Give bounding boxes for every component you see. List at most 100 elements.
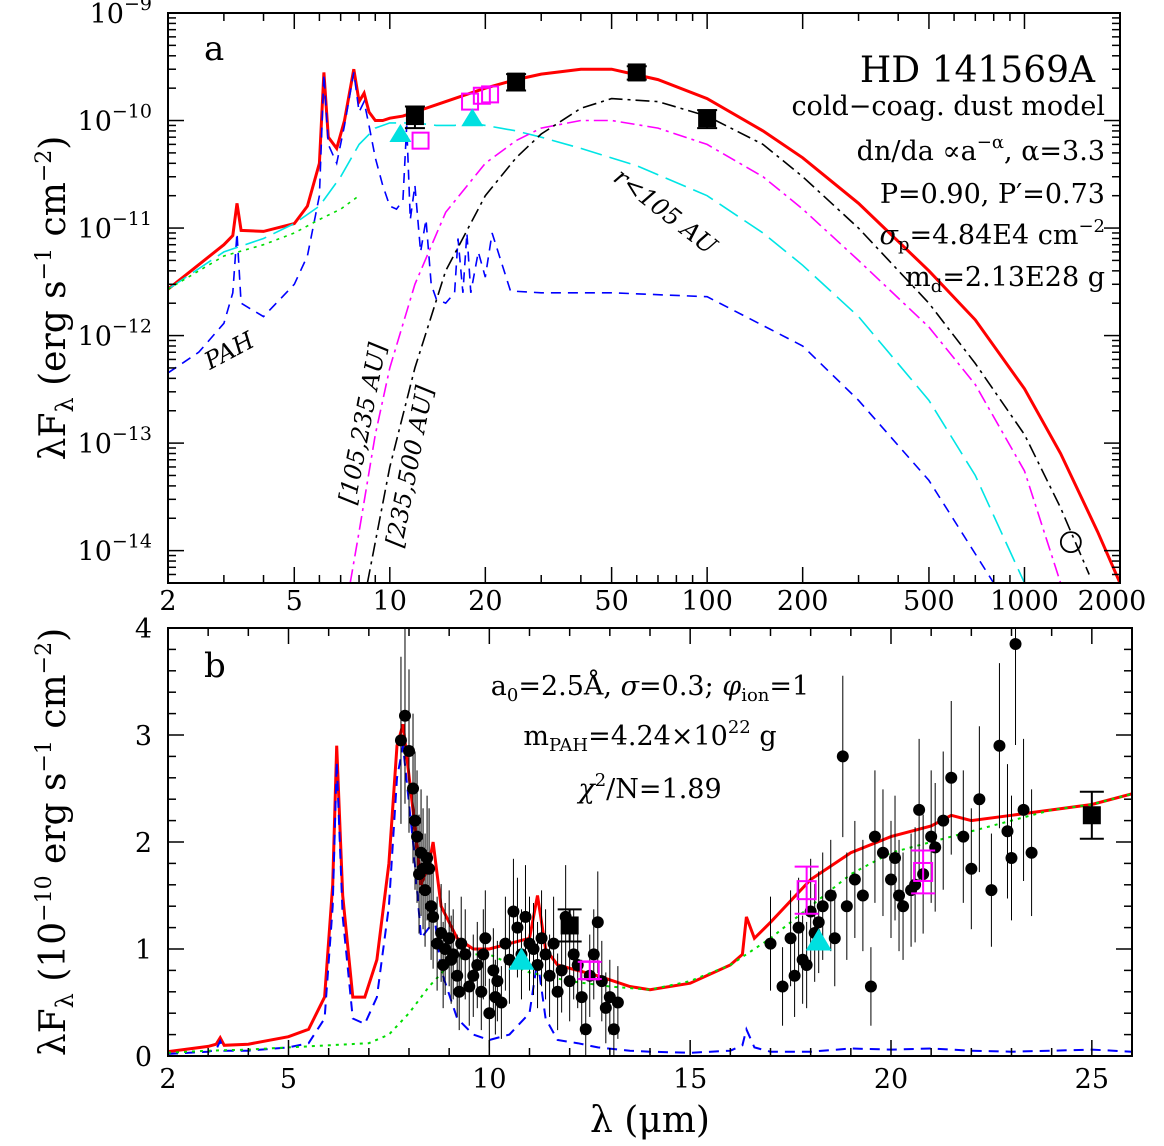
panel-b-black-circle: [475, 985, 488, 998]
panel-b-black-circle: [519, 910, 532, 923]
panel-b-black-circle: [925, 830, 938, 843]
panel-a-annotation: P=0.90, P′=0.73: [880, 179, 1105, 210]
panel-b-magenta-square: [796, 880, 817, 901]
panel-a-points: [389, 63, 1082, 554]
panel-b-series-2: [168, 792, 1132, 1054]
panel-b-black-circle: [599, 1001, 612, 1014]
panel-a-black-square: [698, 109, 717, 128]
panel-b-ytick-label: 1: [135, 935, 152, 966]
panel-b-black-circle: [447, 948, 460, 961]
panel-b-black-circle: [945, 771, 958, 784]
panel-a-black-square: [405, 107, 424, 126]
panel-a-magenta-square: [481, 85, 500, 104]
panel-b-black-circle: [1001, 825, 1014, 838]
panel-b-black-circle: [563, 975, 576, 988]
panel-b-annotation: a0=2.5Å, σ=0.3; φion=1: [491, 669, 809, 706]
panel-b-xtick-label: 2: [159, 1064, 176, 1095]
panel-b-black-circle: [411, 830, 424, 843]
panel-b-black-circle: [579, 1023, 592, 1036]
panel-b-black-circle: [824, 889, 837, 902]
panel-b-black-circle: [491, 975, 504, 988]
panel-b-magenta-square: [579, 960, 600, 981]
panel-a-black-square: [627, 63, 646, 82]
panel-a-xtick-label: 1000: [990, 586, 1059, 617]
panel-b-annotation: mPAH=4.24×1022 g: [523, 717, 776, 756]
panel-b-black-circle: [471, 959, 484, 972]
panel-b-black-circle: [973, 793, 986, 806]
panel-a-xtick-label: 50: [594, 586, 628, 617]
panel-b-points: [394, 628, 1104, 1056]
svg-text:λFλ (erg s−1 cm−2): λFλ (erg s−1 cm−2): [32, 136, 79, 461]
panel-a-curves: [168, 67, 1120, 583]
panel-b-black-circle: [800, 959, 813, 972]
panel-b-black-circle: [993, 739, 1006, 752]
panel-b-annotations: a0=2.5Å, σ=0.3; φion=1 mPAH=4.24×1022 g χ2…: [491, 669, 809, 805]
panel-b-black-circle: [531, 959, 544, 972]
panel-b-xtick-label: 10: [472, 1064, 506, 1095]
panel-b-black-circle: [459, 948, 472, 961]
panel-b-black-circle: [543, 969, 556, 982]
panel-a-series-4: [366, 97, 1090, 583]
panel-b-black-circle: [591, 916, 604, 929]
panel-b-black-circle: [507, 905, 520, 918]
panel-b-black-circle: [421, 852, 434, 865]
panel-b-black-circle: [828, 932, 841, 945]
panel-b-curves: [168, 723, 1132, 1055]
panel-b-black-circle: [551, 985, 564, 998]
panel-b-ylabel: λFλ (10−10 erg s−1 cm−2): [32, 628, 79, 1056]
panel-a-black-square: [507, 72, 526, 91]
panel-b-black-circle: [535, 932, 548, 945]
panel-b-black-circle: [776, 980, 789, 993]
panel-b-black-circle: [419, 884, 432, 897]
panel-b-black-circle: [567, 948, 580, 961]
panel-a-axes: 2 5 10 20 50 100 200 500 1000 2000 10−9 10−10 10−11 1…: [78, 0, 1147, 617]
panel-b-black-circle: [1009, 638, 1022, 651]
panel-b-black-circle: [1017, 803, 1030, 816]
panel-b-xlabel: λ (μm): [590, 1100, 710, 1141]
panel-b-black-circle: [840, 900, 853, 913]
panel-a-annotation: σp=4.84E4 cm−2: [880, 216, 1105, 255]
panel-a-xtick-label: 10: [373, 586, 407, 617]
panel-b-black-circle: [403, 745, 415, 758]
panel-b-black-circle: [784, 932, 797, 945]
panel-b-black-circle: [547, 937, 560, 950]
panel-b-black-square: [1082, 806, 1101, 825]
panel-b-black-circle: [913, 803, 926, 816]
panel-b-black-circle: [885, 873, 897, 886]
panel-b-black-circle: [876, 846, 889, 859]
panel-b-cyan-triangle: [805, 928, 832, 951]
panel-b-xtick-label: 25: [1075, 1064, 1109, 1095]
panel-a-series-0: [168, 67, 1120, 583]
panel-a-region-label: r<105 AU: [608, 163, 722, 261]
panel-b-black-circle: [788, 969, 801, 982]
panel-b-letter: b: [204, 646, 226, 686]
panel-a-title: HD 141569A: [860, 50, 1096, 91]
panel-b-black-circle: [965, 862, 978, 875]
panel-b-black-circle: [427, 910, 440, 923]
panel-b-black-circle: [479, 932, 492, 945]
panel-b-xtick-label: 5: [280, 1064, 297, 1095]
panel-b-black-circle: [394, 734, 407, 747]
panel-b-black-circle: [764, 937, 777, 950]
panel-a-ytick-label: 10−10: [78, 101, 152, 138]
panel-b-black-circle: [503, 953, 516, 966]
panel-a-xtick-label: 5: [286, 586, 303, 617]
panel-b-xtick-label: 20: [874, 1064, 908, 1095]
panel-a-frame: [167, 12, 1121, 584]
panel-a: 2 5 10 20 50 100 200 500 1000 2000 10−9 10−10 10−11 1…: [32, 0, 1146, 617]
panel-b-black-circle: [864, 980, 877, 993]
panel-b-black-circle: [483, 1007, 496, 1020]
panel-b-black-square: [560, 916, 579, 935]
panel-b-black-circle: [812, 916, 825, 929]
panel-a-cyan-triangle: [389, 123, 412, 142]
panel-b-series-0: [168, 723, 1132, 1054]
panel-a-series-5: [168, 195, 360, 290]
panel-a-region-label: [105,235 AU]: [333, 340, 392, 506]
panel-b-black-circle: [455, 937, 468, 950]
panel-b-black-circle: [409, 814, 422, 827]
panel-b-black-circle: [453, 985, 466, 998]
panel-b-black-circle: [889, 852, 902, 865]
panel-b-black-circle: [868, 830, 881, 843]
panel-b-black-circle: [816, 900, 829, 913]
